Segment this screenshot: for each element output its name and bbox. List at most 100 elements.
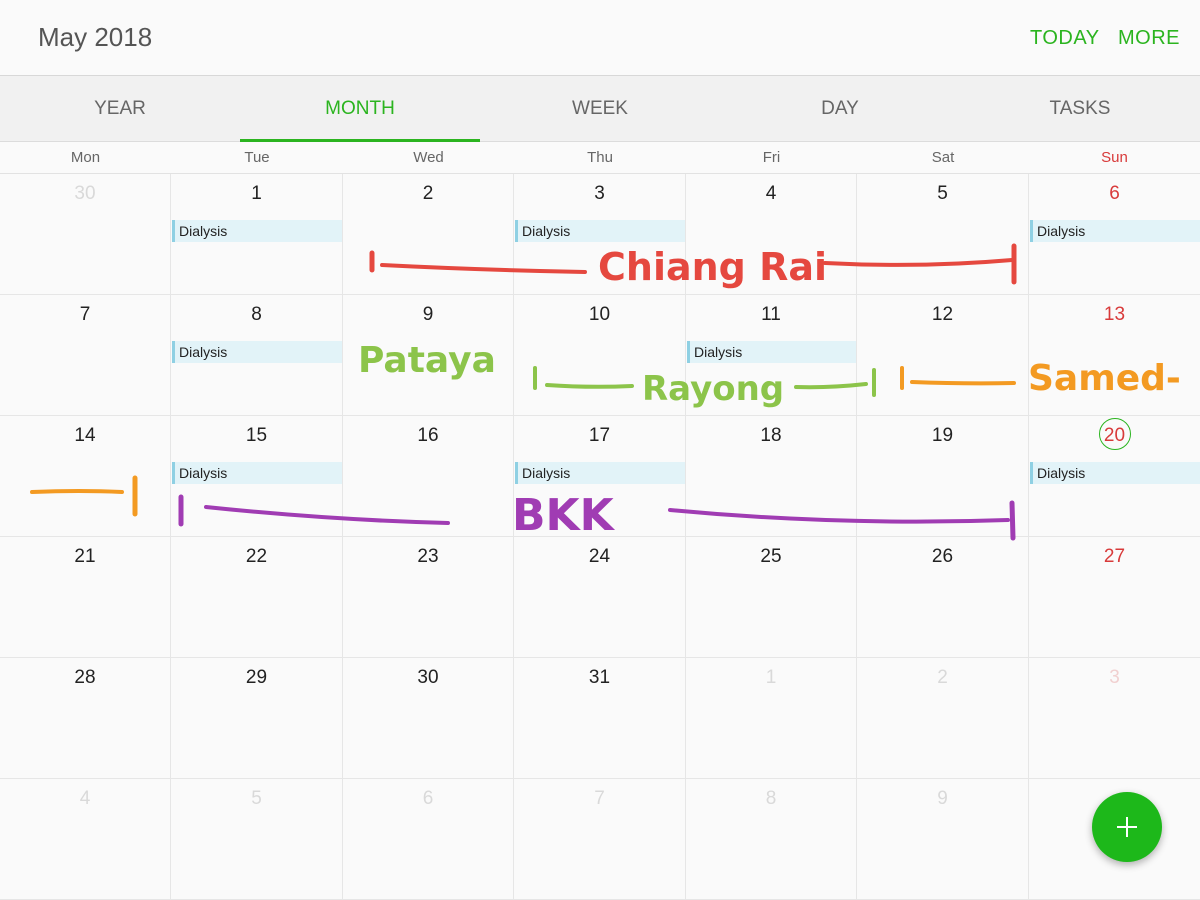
day-number: 27 [1103,546,1126,567]
day-cell[interactable]: 2 [857,658,1029,779]
event-chip[interactable]: Dialysis [1030,220,1200,242]
day-cell[interactable]: 7 [514,779,686,900]
day-number: 9 [422,304,434,325]
day-number: 5 [937,183,948,204]
day-cell[interactable]: 20 Dialysis [1029,416,1200,537]
day-number: 7 [79,304,91,325]
day-number: 2 [422,183,434,204]
day-cell[interactable]: 3 Dialysis [514,174,686,295]
tab-month[interactable]: MONTH [240,76,480,142]
weekday-label: Mon [70,149,101,166]
day-number: 15 [245,425,268,446]
weekday-label: Sun [1101,149,1128,166]
tab-year[interactable]: YEAR [94,98,146,119]
day-cell[interactable]: 31 [514,658,686,779]
day-cell[interactable]: 18 [686,416,857,537]
day-cell[interactable]: 4 [0,779,171,900]
day-cell[interactable]: 6 [343,779,514,900]
day-cell[interactable]: 12 [857,295,1029,416]
month-grid: 30 1 Dialysis 2 3 Dialysis 4 5 6 Dialysis 7 8 Dialys… [0,174,1200,900]
day-number: 18 [760,425,782,446]
day-number: 17 [588,425,611,446]
day-number: 25 [760,546,782,567]
day-number: 26 [931,546,954,567]
event-chip[interactable]: Dialysis [172,462,342,484]
day-cell[interactable]: 5 [171,779,343,900]
day-number: 6 [422,788,434,809]
day-cell[interactable]: 9 [343,295,514,416]
more-button[interactable]: MORE [1118,27,1180,49]
day-cell[interactable]: 4 [686,174,857,295]
day-number: 8 [251,304,262,325]
weekday-label: Tue [244,149,270,166]
day-cell[interactable]: 30 [0,174,171,295]
day-number: 4 [79,788,91,809]
day-cell[interactable]: 15 Dialysis [171,416,343,537]
day-cell[interactable]: 26 [857,537,1029,658]
day-cell[interactable]: 30 [343,658,514,779]
day-number: 30 [74,183,96,204]
event-chip[interactable]: Dialysis [687,341,856,363]
day-cell[interactable]: 7 [0,295,171,416]
weekday-label: Fri [762,149,781,166]
tab-week[interactable]: WEEK [572,98,628,119]
day-cell[interactable]: 1 Dialysis [171,174,343,295]
day-cell[interactable]: 9 [857,779,1029,900]
day-number: 30 [417,667,439,688]
day-number: 29 [245,667,268,688]
day-number: 14 [74,425,96,446]
day-cell[interactable]: 28 [0,658,171,779]
day-cell[interactable]: 8 [686,779,857,900]
day-number: 4 [765,183,777,204]
day-number: 2 [937,667,948,688]
tab-day[interactable]: DAY [821,98,859,119]
day-cell[interactable]: 1 [686,658,857,779]
day-cell[interactable]: 13 [1029,295,1200,416]
day-cell[interactable]: 29 [171,658,343,779]
weekday-label: Sat [931,149,955,166]
day-number: 1 [251,183,262,204]
weekday-label: Wed [413,149,444,166]
day-cell[interactable]: 27 [1029,537,1200,658]
day-cell[interactable]: 3 [1029,658,1200,779]
event-chip[interactable]: Dialysis [1030,462,1200,484]
day-cell[interactable]: 6 Dialysis [1029,174,1200,295]
day-cell[interactable]: 17 Dialysis [514,416,686,537]
day-number: 28 [74,667,96,688]
day-cell[interactable]: 25 [686,537,857,658]
event-chip[interactable]: Dialysis [515,462,685,484]
day-number: 10 [588,304,611,325]
day-cell[interactable]: 24 [514,537,686,658]
day-cell[interactable]: 21 [0,537,171,658]
app-header: May 2018 TODAY MORE [0,0,1200,76]
event-chip[interactable]: Dialysis [172,220,342,242]
day-number: 20 [1103,425,1126,446]
view-tabs: YEAR MONTH WEEK DAY TASKS [0,76,1200,142]
day-number: 19 [931,425,954,446]
event-chip[interactable]: Dialysis [515,220,685,242]
event-chip[interactable]: Dialysis [172,341,342,363]
day-cell[interactable]: 22 [171,537,343,658]
today-button[interactable]: TODAY [1030,27,1100,49]
weekday-header-row: Mon Tue Wed Thu Fri Sat Sun [0,142,1200,174]
day-cell[interactable]: 2 [343,174,514,295]
day-cell[interactable]: 10 [514,295,686,416]
day-number: 16 [417,425,439,446]
day-cell[interactable]: 8 Dialysis [171,295,343,416]
tab-tasks[interactable]: TASKS [1049,98,1111,119]
day-cell[interactable]: 19 [857,416,1029,537]
day-cell[interactable]: 5 [857,174,1029,295]
day-number: 22 [245,546,268,567]
day-number: 23 [417,546,439,567]
day-number: 31 [588,667,611,688]
day-number: 12 [931,304,954,325]
day-cell[interactable]: 14 [0,416,171,537]
day-cell[interactable]: 16 [343,416,514,537]
day-number: 5 [251,788,262,809]
day-number: 3 [1109,667,1120,688]
add-event-button[interactable] [1092,792,1162,862]
weekday-label: Thu [587,149,613,166]
day-number: 8 [765,788,777,809]
day-cell[interactable]: 23 [343,537,514,658]
day-cell[interactable]: 11 Dialysis [686,295,857,416]
